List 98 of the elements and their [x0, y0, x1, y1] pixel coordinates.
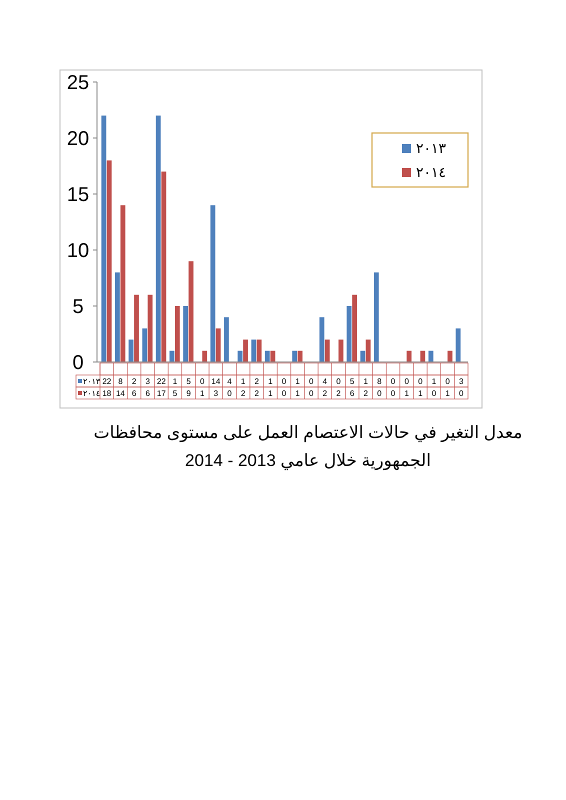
data-label: 8 [377, 377, 382, 386]
bar [142, 328, 148, 362]
bar [202, 350, 208, 362]
data-label: 0 [377, 389, 382, 398]
data-label: 8 [118, 377, 124, 386]
data-label: 2 [254, 377, 260, 386]
data-label: 5 [350, 377, 355, 386]
data-label: 0 [282, 377, 287, 386]
bar [134, 294, 139, 362]
bar [120, 205, 126, 362]
data-label: 0 [458, 389, 464, 398]
data-label: 6 [350, 389, 355, 398]
legend-label: ٢٠١٤ [416, 164, 446, 180]
bar [114, 272, 120, 362]
data-label: 2 [322, 389, 328, 398]
y-tick-label: 25 [66, 72, 90, 94]
bar [238, 350, 243, 362]
data-label: 2 [364, 389, 369, 398]
data-label: 22 [156, 377, 166, 386]
legend-label: ٢٠١٣ [416, 140, 447, 156]
data-label: 14 [116, 389, 126, 398]
bar [292, 350, 298, 362]
data-label: 0 [404, 377, 410, 386]
data-label: 3 [145, 377, 150, 386]
bar [324, 340, 330, 362]
data-label: 5 [186, 377, 192, 386]
bar [346, 306, 352, 362]
bar [264, 350, 270, 362]
data-label: 18 [102, 389, 112, 398]
data-label: 1 [295, 377, 300, 386]
bar [148, 294, 153, 362]
bar [374, 272, 379, 362]
data-label: 1 [364, 377, 369, 386]
y-tick-label: 15 [66, 184, 90, 206]
bar [243, 340, 248, 362]
bar [170, 350, 174, 362]
bar [161, 172, 166, 362]
bar [251, 340, 256, 362]
data-label: 1 [445, 389, 450, 398]
data-label: 3 [214, 389, 219, 398]
data-label: 0 [445, 377, 450, 386]
bar [352, 294, 357, 362]
data-label: 1 [200, 389, 205, 398]
data-label: 1 [295, 389, 300, 398]
data-label: 0 [282, 389, 287, 398]
bar [156, 116, 161, 362]
data-label: 0 [390, 389, 396, 398]
data-label: 4 [322, 377, 328, 386]
bar [188, 261, 194, 362]
bar [319, 317, 324, 362]
data-label: 9 [186, 389, 192, 398]
bar [338, 340, 344, 362]
data-label: 0 [309, 377, 314, 386]
data-label: 2 [240, 389, 246, 398]
data-label: 0 [200, 377, 205, 386]
text: معدل التغير في حالات الاعتصام العمل على مستوى محافظات الجمهورية خلال عامي 2013 - 2014 [94, 423, 522, 471]
data-label: 0 [227, 389, 232, 398]
bar [366, 340, 371, 362]
bar [128, 340, 134, 362]
data-label: 0 [418, 377, 424, 386]
data-label: 1 [172, 377, 178, 386]
data-label: 1 [240, 377, 246, 386]
bar [210, 205, 216, 362]
data-label: 2 [254, 389, 260, 398]
data-label: 1 [268, 377, 274, 386]
bar [256, 340, 262, 362]
bar [448, 350, 452, 362]
data-label: 22 [102, 377, 112, 386]
bar [428, 350, 434, 362]
data-label: 4 [227, 377, 232, 386]
data-label: 6 [145, 389, 150, 398]
data-label: 0 [309, 389, 314, 398]
data-label: 0 [336, 377, 342, 386]
bar [224, 317, 229, 362]
data-label: 1 [404, 389, 410, 398]
data-label: 17 [156, 389, 166, 398]
data-label: 6 [132, 389, 137, 398]
data-label: 14 [211, 377, 221, 386]
data-label: 1 [268, 389, 274, 398]
y-tick-label: 10 [66, 240, 90, 262]
bar [216, 328, 221, 362]
data-label: 1 [432, 377, 437, 386]
bar [174, 306, 180, 362]
y-tick-label: 20 [66, 128, 90, 150]
data-label: 3 [458, 377, 464, 386]
bar [106, 160, 112, 362]
data-label: 1 [418, 389, 424, 398]
bar [406, 350, 412, 362]
data-label: 5 [172, 389, 178, 398]
bar [101, 116, 106, 362]
data-label: 2 [336, 389, 342, 398]
data-label: 0 [432, 389, 437, 398]
bar [456, 328, 461, 362]
y-tick-label: 5 [72, 296, 84, 318]
data-label: 2 [132, 377, 137, 386]
bar [298, 350, 302, 362]
bar [183, 306, 188, 362]
data-label: 0 [390, 377, 396, 386]
